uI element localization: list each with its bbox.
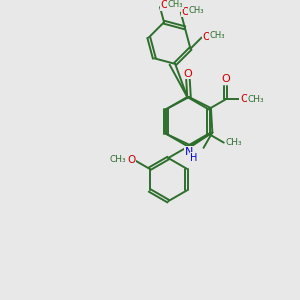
- Text: O: O: [221, 74, 230, 84]
- Text: CH₃: CH₃: [189, 6, 204, 15]
- Text: CH₃: CH₃: [209, 31, 225, 40]
- Text: O: O: [202, 32, 211, 42]
- Text: O: O: [182, 7, 190, 17]
- Text: N: N: [185, 147, 194, 157]
- Text: H: H: [190, 153, 198, 163]
- Text: CH₃: CH₃: [225, 138, 242, 147]
- Text: O: O: [161, 0, 169, 10]
- Text: O: O: [240, 94, 248, 104]
- Text: O: O: [183, 69, 192, 79]
- Text: CH₃: CH₃: [168, 0, 183, 9]
- Text: CH₃: CH₃: [110, 154, 127, 164]
- Text: CH₃: CH₃: [248, 95, 264, 104]
- Text: O: O: [127, 155, 135, 165]
